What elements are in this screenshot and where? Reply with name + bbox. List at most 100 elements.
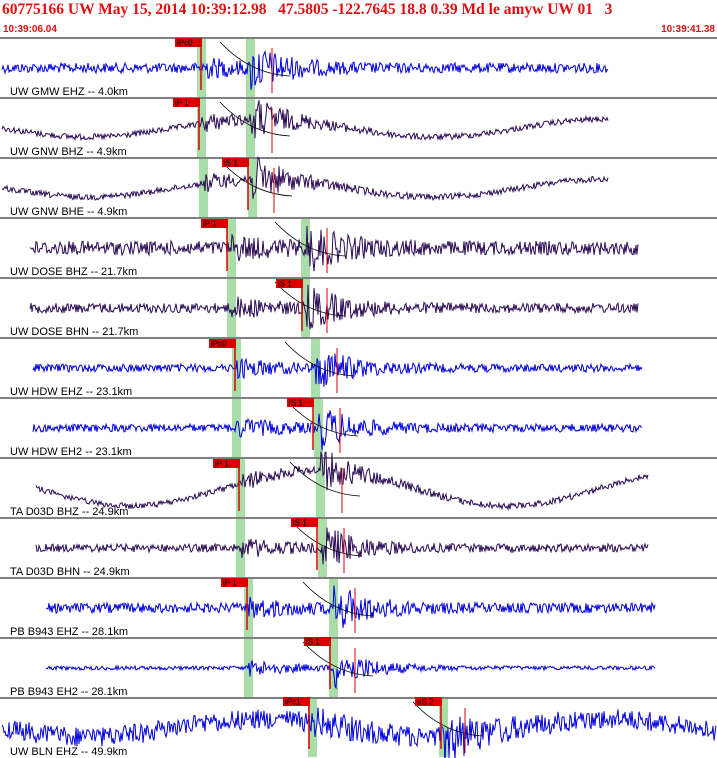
station-label: UW GNW BHZ -- 4.9km [10, 146, 127, 158]
p-window [308, 699, 317, 757]
trend-curve [284, 341, 356, 377]
waveform [45, 659, 656, 690]
trace-row: iPc0 UW GMW EHZ -- 4.0km [0, 37, 717, 98]
trend-curve [287, 401, 359, 437]
pick-flag [304, 637, 331, 646]
station-label: UW HDW EHZ -- 23.1km [10, 386, 132, 398]
trace-row: iS 1 UW HDW EH2 -- 23.1km [0, 397, 717, 458]
waveform [29, 225, 639, 272]
trace-row: iPc0 UW HDW EHZ -- 23.1km [0, 337, 717, 398]
pick-flag [209, 339, 236, 348]
station-label: TA D03D BHN -- 24.9km [10, 566, 130, 578]
p-window [232, 399, 241, 457]
station-label: UW GNW BHE -- 4.9km [10, 206, 127, 218]
p-window [199, 159, 208, 217]
pick-label: iS 1 [289, 399, 303, 408]
waveform [1, 100, 609, 142]
s-window [329, 639, 338, 697]
pick-flag [287, 398, 314, 407]
start-time: 10:39:06.04 [3, 24, 57, 35]
trace-row: iP 1 TA D03D BHZ -- 24.9km [0, 451, 717, 518]
s-window [314, 399, 323, 457]
header: 60775166 UW May 15, 2014 10:39:12.98 47.… [0, 0, 717, 38]
s-pick: iS 1 [276, 279, 303, 331]
trace-row: iS 1 UW DOSE BHN -- 21.7km [0, 277, 717, 338]
waveform [45, 585, 656, 628]
pick-flag [173, 98, 200, 107]
s-window [316, 459, 325, 517]
pick-label: eS 2 [417, 698, 434, 707]
waveform [32, 410, 643, 451]
s-pick: eS 2 [415, 697, 442, 749]
pick-label: iPc0 [211, 340, 227, 349]
station-label: UW GMW EHZ -- 4.0km [10, 86, 128, 98]
pick-label: iS 1 [224, 159, 238, 168]
station-label: UW DOSE BHN -- 21.7km [10, 326, 138, 338]
trend-curve [289, 461, 361, 497]
trend-curve [412, 701, 484, 737]
pick-label: iPc0 [177, 39, 193, 48]
p-pick: iP 1 [213, 459, 240, 511]
waveform [1, 156, 609, 201]
s-pick: iS 1 [222, 158, 249, 210]
pick-flag [175, 38, 202, 47]
pick-flag [291, 518, 318, 527]
trace-row: iPc1 eS 2 UW BLN EHZ -- 49.9km [0, 697, 717, 758]
s-window [301, 219, 310, 277]
pick-flag [222, 158, 249, 167]
waveform [29, 284, 639, 330]
pick-label: iP 1 [215, 460, 229, 469]
p-pick: iP 1 [173, 98, 200, 150]
p-pick: iP 1 [221, 578, 248, 630]
s-window [439, 699, 448, 757]
trend-curve [274, 281, 346, 317]
pick-label: iPc1 [285, 698, 301, 707]
s-pick: iS 1 [304, 637, 331, 689]
p-window [197, 99, 206, 157]
pick-flag [213, 459, 240, 468]
station-label: UW BLN EHZ -- 49.9km [10, 746, 127, 758]
trend-curve [219, 101, 291, 137]
waveform [1, 49, 609, 90]
end-time: 10:39:41.38 [661, 24, 715, 35]
p-pick: iP 1 [201, 219, 228, 271]
trend-curve [274, 221, 346, 257]
trace-row: iP 1 UW DOSE BHZ -- 21.7km [0, 217, 717, 278]
pick-label: iS 1 [293, 519, 307, 528]
pick-flag [283, 697, 310, 706]
s-pick: iS 1 [291, 518, 318, 570]
pick-label: iP 1 [223, 579, 237, 588]
waveform [1, 707, 717, 758]
trend-curve [219, 41, 291, 77]
trace-row: iS 1 TA D03D BHN -- 24.9km [0, 517, 717, 578]
p-window [227, 279, 236, 337]
trace-row: iP 1 UW GNW BHZ -- 4.9km [0, 97, 717, 158]
waveform [35, 527, 649, 565]
p-pick: iPc1 [283, 697, 310, 749]
pick-label: iP 1 [175, 99, 189, 108]
trace-row: iS 1 UW GNW BHE -- 4.9km [0, 156, 717, 218]
s-pick: iS 1 [287, 398, 314, 450]
pick-label: iP 1 [203, 220, 217, 229]
trace-row: iS 1 PB B943 EH2 -- 28.1km [0, 637, 717, 698]
p-window [236, 459, 245, 517]
pick-label: iS 1 [278, 280, 292, 289]
trend-curve [302, 641, 374, 677]
pick-flag [201, 219, 228, 228]
pick-flag [415, 697, 442, 706]
event-title: 60775166 UW May 15, 2014 10:39:12.98 47.… [2, 1, 613, 18]
trend-curve [302, 581, 374, 617]
s-window [301, 279, 310, 337]
station-label: TA D03D BHZ -- 24.9km [10, 506, 128, 518]
station-label: PB B943 EHZ -- 28.1km [10, 626, 128, 638]
p-pick: iPc0 [209, 339, 236, 391]
trend-curve [221, 161, 293, 197]
station-label: PB B943 EH2 -- 28.1km [10, 686, 127, 698]
station-label: UW HDW EH2 -- 23.1km [10, 446, 132, 458]
p-pick: iPc0 [175, 38, 202, 90]
trend-curve [291, 521, 363, 557]
pick-label: iS 1 [306, 638, 320, 647]
s-window [246, 99, 255, 157]
station-label: UW DOSE BHZ -- 21.7km [10, 266, 137, 278]
